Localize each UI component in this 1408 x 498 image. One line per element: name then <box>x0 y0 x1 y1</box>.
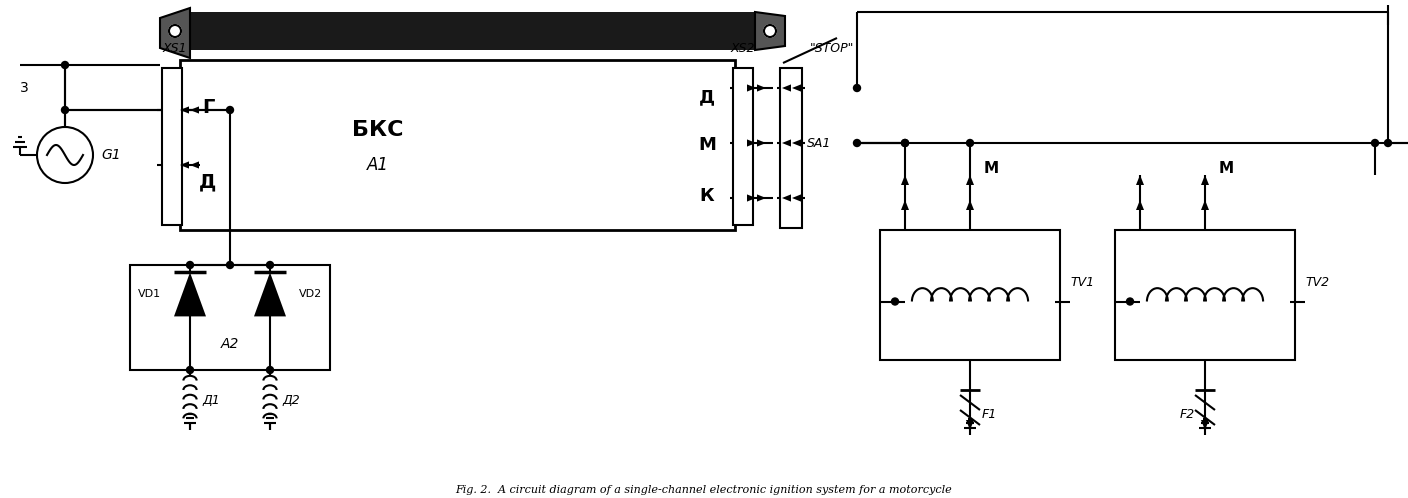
Circle shape <box>227 261 234 268</box>
Polygon shape <box>758 194 766 202</box>
Bar <box>180 60 735 230</box>
Text: К: К <box>700 187 714 205</box>
Text: VD2: VD2 <box>298 289 322 299</box>
Text: Fig. 2.  A circuit diagram of a single-channel electronic ignition system for a : Fig. 2. A circuit diagram of a single-ch… <box>456 485 952 495</box>
Text: Д: Д <box>200 173 217 192</box>
Polygon shape <box>966 200 974 210</box>
Bar <box>130 265 329 370</box>
Bar <box>1115 230 1295 360</box>
Polygon shape <box>748 84 756 92</box>
Polygon shape <box>161 8 190 58</box>
Text: Г: Г <box>201 98 214 117</box>
Circle shape <box>62 107 69 114</box>
Text: 3: 3 <box>20 81 28 95</box>
Polygon shape <box>748 139 756 146</box>
Polygon shape <box>791 139 801 146</box>
Text: М: М <box>698 136 715 154</box>
Text: SA1: SA1 <box>807 136 831 149</box>
Polygon shape <box>180 107 189 114</box>
Polygon shape <box>1201 175 1209 185</box>
Polygon shape <box>781 139 791 146</box>
Text: "STOP": "STOP" <box>810 41 855 54</box>
Text: VD1: VD1 <box>138 289 161 299</box>
Text: TV1: TV1 <box>1070 275 1094 288</box>
Polygon shape <box>190 161 199 169</box>
Polygon shape <box>1201 200 1209 210</box>
Text: БКС: БКС <box>352 120 403 140</box>
Text: F2: F2 <box>1180 408 1195 421</box>
Circle shape <box>186 367 193 374</box>
Polygon shape <box>748 194 756 202</box>
Bar <box>780 68 803 228</box>
Circle shape <box>901 139 908 146</box>
Circle shape <box>186 261 193 268</box>
Polygon shape <box>1136 175 1143 185</box>
Text: Д1: Д1 <box>201 393 220 406</box>
Circle shape <box>62 61 69 69</box>
Polygon shape <box>901 200 910 210</box>
Polygon shape <box>180 161 189 169</box>
Polygon shape <box>755 12 786 50</box>
Polygon shape <box>190 107 199 114</box>
Text: Д2: Д2 <box>282 393 300 406</box>
Circle shape <box>853 85 860 92</box>
Polygon shape <box>901 175 910 185</box>
Circle shape <box>966 139 973 146</box>
Text: G1: G1 <box>101 148 121 162</box>
Text: XS2: XS2 <box>731 41 755 54</box>
Circle shape <box>1126 298 1133 305</box>
Polygon shape <box>791 84 801 92</box>
Circle shape <box>1371 139 1378 146</box>
Circle shape <box>765 25 776 37</box>
Bar <box>162 68 182 225</box>
Polygon shape <box>966 420 974 430</box>
Polygon shape <box>253 272 286 316</box>
Circle shape <box>266 261 273 268</box>
Circle shape <box>901 139 908 146</box>
Text: XS1: XS1 <box>163 41 187 54</box>
Circle shape <box>891 298 898 305</box>
Bar <box>734 68 753 225</box>
Polygon shape <box>781 84 791 92</box>
Text: Д: Д <box>698 89 715 107</box>
Circle shape <box>169 25 182 37</box>
Text: A2: A2 <box>221 337 239 351</box>
Polygon shape <box>791 194 801 202</box>
Text: A1: A1 <box>366 156 389 174</box>
Polygon shape <box>1136 200 1143 210</box>
Circle shape <box>266 367 273 374</box>
Polygon shape <box>966 175 974 185</box>
Text: М: М <box>984 160 1000 175</box>
Polygon shape <box>758 139 766 146</box>
Polygon shape <box>175 272 206 316</box>
Bar <box>175 12 755 50</box>
Polygon shape <box>1201 420 1209 430</box>
Circle shape <box>1384 139 1391 146</box>
Polygon shape <box>758 84 766 92</box>
Text: TV2: TV2 <box>1305 275 1329 288</box>
Text: F1: F1 <box>981 408 997 421</box>
Bar <box>880 230 1060 360</box>
Polygon shape <box>781 194 791 202</box>
Circle shape <box>853 139 860 146</box>
Circle shape <box>227 107 234 114</box>
Text: М: М <box>1219 160 1235 175</box>
